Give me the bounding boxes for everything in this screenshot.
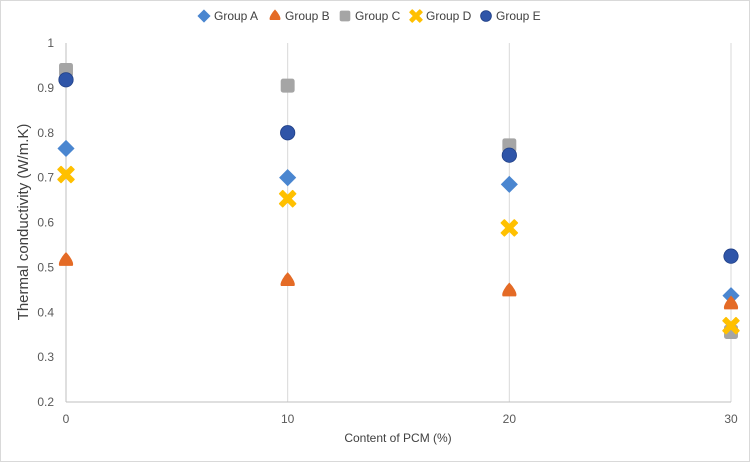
point-group-d bbox=[500, 219, 519, 237]
point-group-e bbox=[723, 248, 739, 264]
y-tick-label: 1 bbox=[47, 36, 54, 50]
point-group-e bbox=[280, 125, 296, 141]
legend-item-group-c: Group C bbox=[339, 9, 401, 23]
y-tick-label: 0.2 bbox=[37, 395, 54, 409]
y-tick-label: 0.9 bbox=[37, 81, 54, 95]
y-axis-title: Thermal conductivity (W/m.K) bbox=[15, 124, 32, 321]
point-group-b bbox=[280, 272, 295, 287]
point-group-b bbox=[723, 295, 739, 310]
legend-marker-group-e bbox=[480, 10, 492, 22]
point-group-b bbox=[58, 252, 74, 266]
legend-marker-group-d bbox=[409, 9, 423, 23]
y-tick-label: 0.3 bbox=[37, 350, 54, 364]
x-tick-label: 20 bbox=[503, 412, 517, 426]
tick-labels: 0.20.30.40.50.60.70.80.910 10 20 30 bbox=[37, 36, 738, 426]
legend-item-group-b: Group B bbox=[269, 9, 330, 23]
legend-marker-group-c bbox=[339, 10, 351, 22]
legend-label: Group E bbox=[496, 9, 541, 23]
point-group-e bbox=[58, 72, 74, 88]
legend-label: Group A bbox=[214, 9, 258, 23]
point-group-e bbox=[501, 147, 517, 163]
point-group-a bbox=[279, 169, 297, 187]
point-group-a bbox=[57, 139, 75, 158]
legend-marker-group-a bbox=[197, 9, 211, 23]
y-tick-label: 0.6 bbox=[37, 216, 54, 230]
point-group-c bbox=[280, 78, 295, 93]
x-tick-label: 0 bbox=[63, 412, 70, 426]
y-tick-label: 0.7 bbox=[37, 171, 54, 185]
axes bbox=[65, 43, 731, 403]
legend-item-group-d: Group D bbox=[409, 9, 472, 23]
point-group-b bbox=[502, 282, 517, 297]
y-tick-label: 0.4 bbox=[37, 305, 54, 319]
y-tick-label: 0.5 bbox=[37, 260, 54, 274]
x-axis-title: Content of PCM (%) bbox=[344, 431, 451, 445]
data-points bbox=[57, 62, 740, 339]
point-group-d bbox=[278, 189, 297, 208]
grid bbox=[287, 43, 732, 402]
legend-label: Group C bbox=[355, 9, 401, 23]
y-tick-label: 0.8 bbox=[37, 126, 54, 140]
point-group-d bbox=[57, 165, 75, 184]
legend-marker-group-b bbox=[269, 9, 281, 20]
x-tick-label: 10 bbox=[281, 412, 295, 426]
legend: Group A Group B Group C Group D Group E bbox=[197, 9, 541, 23]
point-group-a bbox=[500, 175, 518, 193]
legend-label: Group D bbox=[426, 9, 472, 23]
point-group-d bbox=[722, 316, 740, 335]
legend-label: Group B bbox=[285, 9, 330, 23]
legend-item-group-e: Group E bbox=[480, 9, 541, 23]
legend-item-group-a: Group A bbox=[197, 9, 258, 23]
x-tick-label: 30 bbox=[724, 412, 738, 426]
